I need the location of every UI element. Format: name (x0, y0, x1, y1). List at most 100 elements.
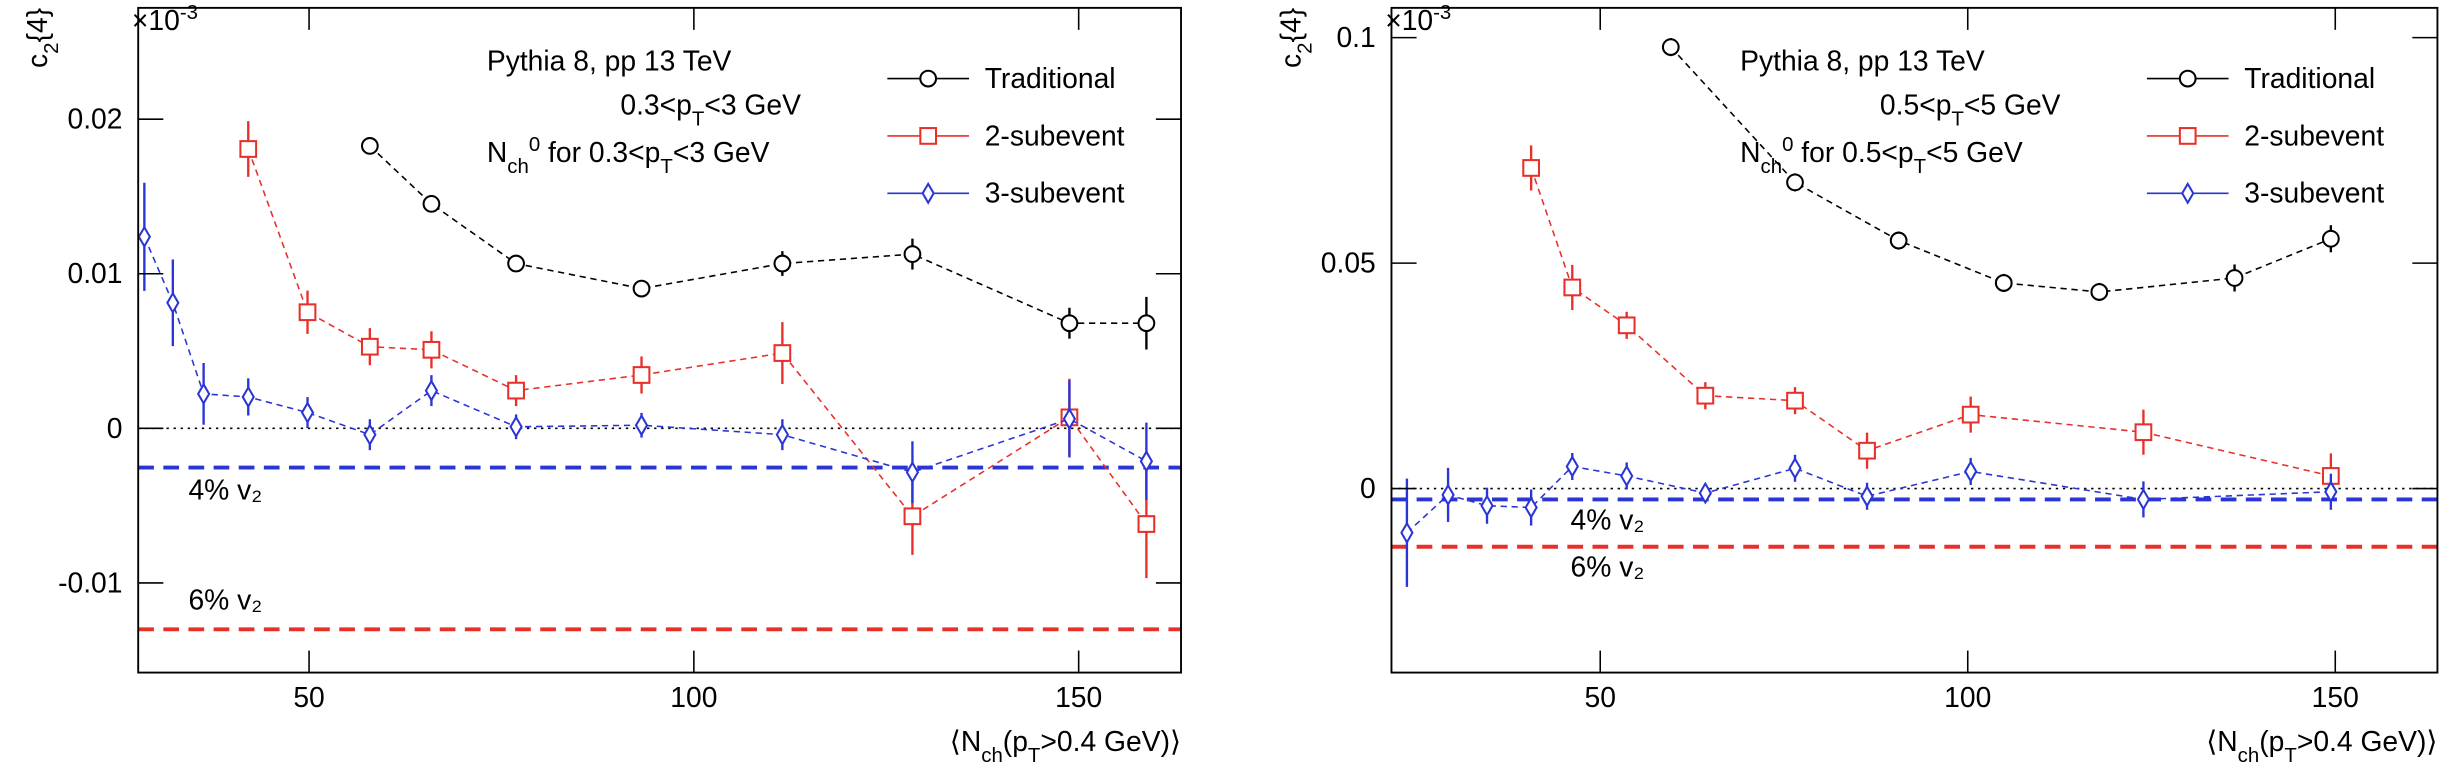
marker (507, 254, 525, 273)
x-tick-label: 150 (1055, 681, 1102, 713)
marker (2178, 127, 2197, 145)
marker (2136, 487, 2151, 511)
plot-area (138, 121, 1182, 632)
text-part: ⟨N (2206, 725, 2237, 757)
x-tick-label: 50 (293, 681, 324, 713)
x-axis-label: ⟨Nch(pT>0.4 GeV)⟩ (2206, 725, 2437, 767)
marker (1661, 38, 1680, 56)
annotation: Nch0 for 0.3<pT<3 GeV (487, 134, 770, 178)
text-part: N (1740, 136, 1760, 168)
marker (300, 401, 315, 425)
marker (632, 279, 651, 298)
reference-label: 6% v₂ (188, 584, 262, 616)
marker (241, 385, 255, 409)
legend-label: 3-subevent (985, 177, 1125, 209)
marker (1060, 314, 1079, 333)
x-tick-label: 100 (1944, 681, 1991, 713)
marker (2324, 480, 2338, 504)
series-line (143, 236, 1147, 474)
text-part: <3 GeV (673, 136, 770, 168)
annotation: 0.5<pT<5 GeV (1880, 89, 2061, 131)
marker (921, 181, 935, 205)
text-part: (p (1003, 725, 1028, 757)
annotation: Nch0 for 0.5<pT<5 GeV (1740, 134, 2023, 178)
text-part: <3 GeV (704, 89, 801, 121)
marker (1400, 521, 1414, 545)
marker (1961, 405, 1980, 424)
marker (360, 137, 379, 155)
text-part: Pythia 8, pp 13 TeV (487, 45, 732, 77)
marker (424, 379, 439, 403)
superscript: 0 (529, 134, 540, 156)
subscript: ch (507, 156, 529, 178)
y-axis-label: c2{4} (21, 8, 63, 68)
plot-area (1391, 38, 2438, 587)
marker (1139, 449, 1154, 473)
axis-multiplier: ×10-3 (132, 2, 198, 36)
marker (422, 340, 441, 359)
marker (363, 423, 377, 447)
subscript: T (1028, 745, 1040, 767)
marker (1565, 455, 1579, 478)
text-part: (p (2259, 725, 2284, 757)
subscript: T (1951, 109, 1963, 131)
legend-label: Traditional (985, 62, 1116, 94)
marker (919, 69, 938, 88)
marker (632, 366, 651, 384)
marker (1786, 173, 1804, 192)
text-part: c (1274, 54, 1306, 68)
marker (509, 415, 523, 439)
marker (1524, 496, 1538, 519)
marker (1889, 231, 1908, 250)
subscript: ch (981, 745, 1003, 767)
marker (903, 507, 922, 526)
y-tick-label: 0.01 (68, 257, 123, 289)
marker (903, 245, 922, 263)
marker (507, 381, 525, 400)
y-tick-label: -0.01 (58, 566, 122, 598)
marker (634, 413, 649, 437)
marker (773, 254, 792, 273)
marker (1860, 484, 1874, 508)
reference-label: 6% v₂ (1571, 551, 1645, 583)
text-part: >0.4 GeV)⟩ (2297, 725, 2438, 757)
marker (1698, 481, 1713, 505)
series-line (1406, 465, 2331, 534)
text-part: {4} (1274, 8, 1306, 43)
series-line (369, 145, 1147, 324)
marker (1786, 391, 1804, 410)
frame (137, 6, 1182, 674)
marker (1441, 483, 1455, 507)
marker (775, 423, 790, 447)
marker (1563, 278, 1582, 297)
text-part: ×10 (132, 4, 180, 36)
subscript: T (2284, 745, 2296, 767)
subscript: 2 (41, 42, 63, 53)
y-tick-label: 0.1 (1336, 21, 1375, 53)
legend-label: 2-subevent (2244, 119, 2384, 151)
legend-label: Traditional (2244, 62, 2375, 94)
x-axis-label: ⟨Nch(pT>0.4 GeV)⟩ (950, 725, 1181, 767)
subscript: 2 (1294, 42, 1316, 53)
marker (1964, 459, 1978, 483)
subscript: T (1914, 156, 1926, 178)
text-part: ×10 (1385, 4, 1433, 36)
subscript: ch (2238, 745, 2260, 767)
marker (1617, 316, 1636, 335)
marker (2090, 283, 2109, 301)
marker (2225, 269, 2244, 287)
marker (773, 344, 792, 362)
marker (1858, 441, 1876, 460)
marker (1480, 494, 1494, 518)
marker (905, 460, 920, 484)
text-part: c (21, 54, 53, 68)
text-part: N (487, 136, 507, 168)
y-tick-label: 0.02 (68, 103, 123, 135)
text-part: {4} (21, 8, 53, 43)
x-tick-label: 100 (670, 681, 717, 713)
marker (2321, 229, 2340, 248)
legend-label: 2-subevent (985, 119, 1125, 151)
frame (1390, 6, 2439, 674)
annotation: 0.3<pT<3 GeV (620, 89, 801, 131)
